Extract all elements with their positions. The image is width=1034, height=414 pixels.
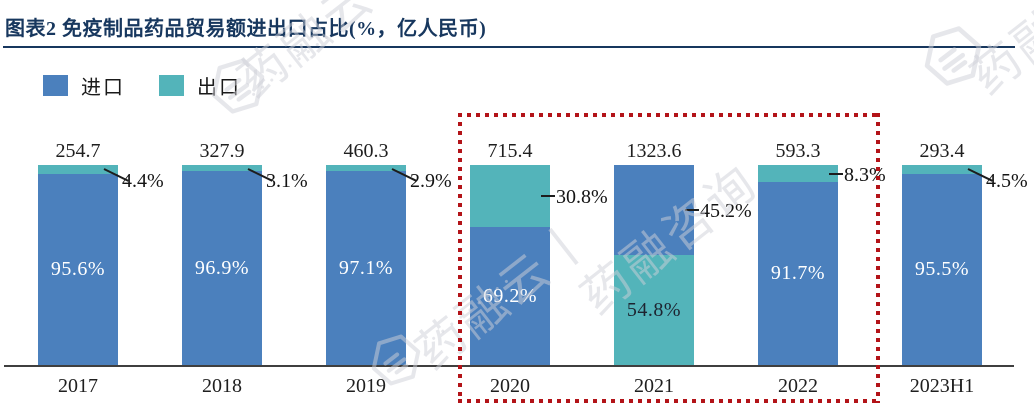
bar-segment-export: 54.8% xyxy=(614,255,694,365)
figure-header: 图表2 免疫制品药品贸易额进出口占比(%，亿人民币) xyxy=(3,12,1015,48)
highlight-box-left-edge xyxy=(458,113,462,403)
figure-title: 图表2 免疫制品药品贸易额进出口占比(%，亿人民币) xyxy=(5,18,487,40)
bar-segment-import: 91.7% xyxy=(758,182,838,365)
callout-leader-line xyxy=(829,172,843,175)
import-color-swatch xyxy=(43,75,68,96)
x-axis-tick-label: 2021 xyxy=(634,375,674,397)
bar-segment-import: 96.9% xyxy=(182,171,262,365)
bar-group-2021: 54.8% xyxy=(614,165,694,365)
legend-import-label: 进口 xyxy=(81,77,125,99)
bar-segment-import: 69.2% xyxy=(470,227,550,365)
callout-pct-label: 8.3% xyxy=(844,163,886,186)
highlight-box-top-edge xyxy=(458,113,880,117)
bar-segment-import: 95.5% xyxy=(902,174,982,365)
bar-segment-import: 95.6% xyxy=(38,174,118,365)
bar-segment-export xyxy=(38,165,118,174)
bar-segment-export xyxy=(758,165,838,182)
bar-segment-import: 97.1% xyxy=(326,171,406,365)
segment-pct-label: 95.6% xyxy=(50,258,106,280)
bar-group-2023H1: 95.5% xyxy=(902,165,982,365)
bar-segment-export xyxy=(326,165,406,171)
highlight-box-right-edge xyxy=(876,113,880,403)
callout-leader-line xyxy=(541,195,555,197)
legend-item-import: 进口 xyxy=(43,71,125,100)
highlight-box-bottom-edge xyxy=(458,399,880,403)
x-axis-tick-label: 2017 xyxy=(58,375,98,397)
bar-total-label: 254.7 xyxy=(55,140,101,162)
bar-group-2022: 91.7% xyxy=(758,165,838,365)
bar-group-2018: 96.9% xyxy=(182,165,262,365)
callout-pct-label: 45.2% xyxy=(700,200,752,222)
segment-pct-label: 91.7% xyxy=(770,262,826,284)
bar-total-label: 593.3 xyxy=(775,140,821,162)
bar-total-label: 460.3 xyxy=(343,140,389,162)
segment-pct-label: 54.8% xyxy=(626,298,682,321)
export-color-swatch xyxy=(159,75,184,96)
x-axis-tick-label: 2023H1 xyxy=(909,375,975,397)
bar-total-label: 327.9 xyxy=(199,140,245,162)
x-axis-tick-label: 2022 xyxy=(778,375,818,397)
callout-pct-label: 30.8% xyxy=(556,186,608,208)
segment-pct-label: 95.5% xyxy=(914,258,970,280)
bar-group-2020: 69.2% xyxy=(470,165,550,365)
callout-pct-label: 4.5% xyxy=(986,170,1028,192)
bar-total-label: 1323.6 xyxy=(626,140,682,162)
x-axis-tick-label: 2018 xyxy=(202,375,242,397)
bar-group-2017: 95.6% xyxy=(38,165,118,365)
bar-total-label: 293.4 xyxy=(919,140,965,162)
segment-pct-label: 69.2% xyxy=(482,284,538,307)
callout-leader-line xyxy=(685,209,699,211)
x-axis-tick-label: 2020 xyxy=(490,375,530,397)
x-axis-tick-label: 2019 xyxy=(346,375,386,397)
callout-pct-label: 4.4% xyxy=(122,170,164,192)
bar-segment-export xyxy=(470,165,550,227)
x-axis-line xyxy=(4,365,1014,367)
bar-segment-export xyxy=(182,165,262,171)
callout-pct-label: 3.1% xyxy=(266,170,308,192)
bar-segment-import xyxy=(614,165,694,255)
callout-pct-label: 2.9% xyxy=(410,170,452,192)
bar-group-2019: 97.1% xyxy=(326,165,406,365)
segment-pct-label: 97.1% xyxy=(338,256,394,279)
bar-total-label: 715.4 xyxy=(487,140,533,162)
segment-pct-label: 96.9% xyxy=(194,256,250,279)
bar-segment-export xyxy=(902,165,982,174)
